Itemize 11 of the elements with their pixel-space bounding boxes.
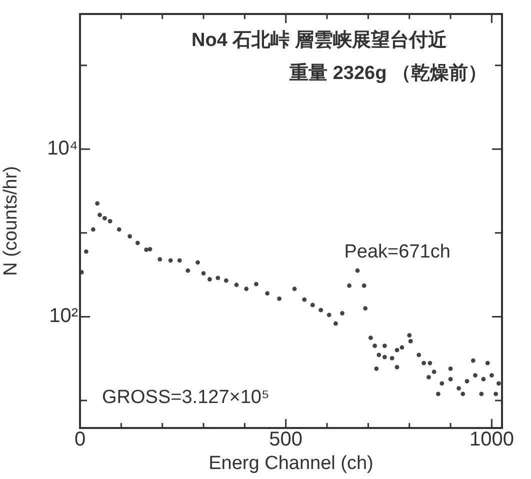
- y-tick-label: 10⁴: [47, 138, 78, 160]
- x-tick-label: 500: [269, 428, 303, 451]
- y-axis-title: N (counts/hr): [0, 166, 22, 276]
- text: 重量 2326g （乾燥前）: [288, 62, 487, 84]
- annotation: Peak=671ch: [344, 242, 450, 263]
- y-tick-label: 10²: [49, 305, 78, 328]
- x-axis-title: Energ Channel (ch): [208, 452, 374, 474]
- annotation: GROSS=3.127×10⁵: [102, 387, 270, 408]
- x-tick-label: 1000: [469, 428, 514, 451]
- x-tick-label: 0: [74, 428, 86, 451]
- text: No4 石北峠 層雲峡展望台付近: [192, 29, 448, 51]
